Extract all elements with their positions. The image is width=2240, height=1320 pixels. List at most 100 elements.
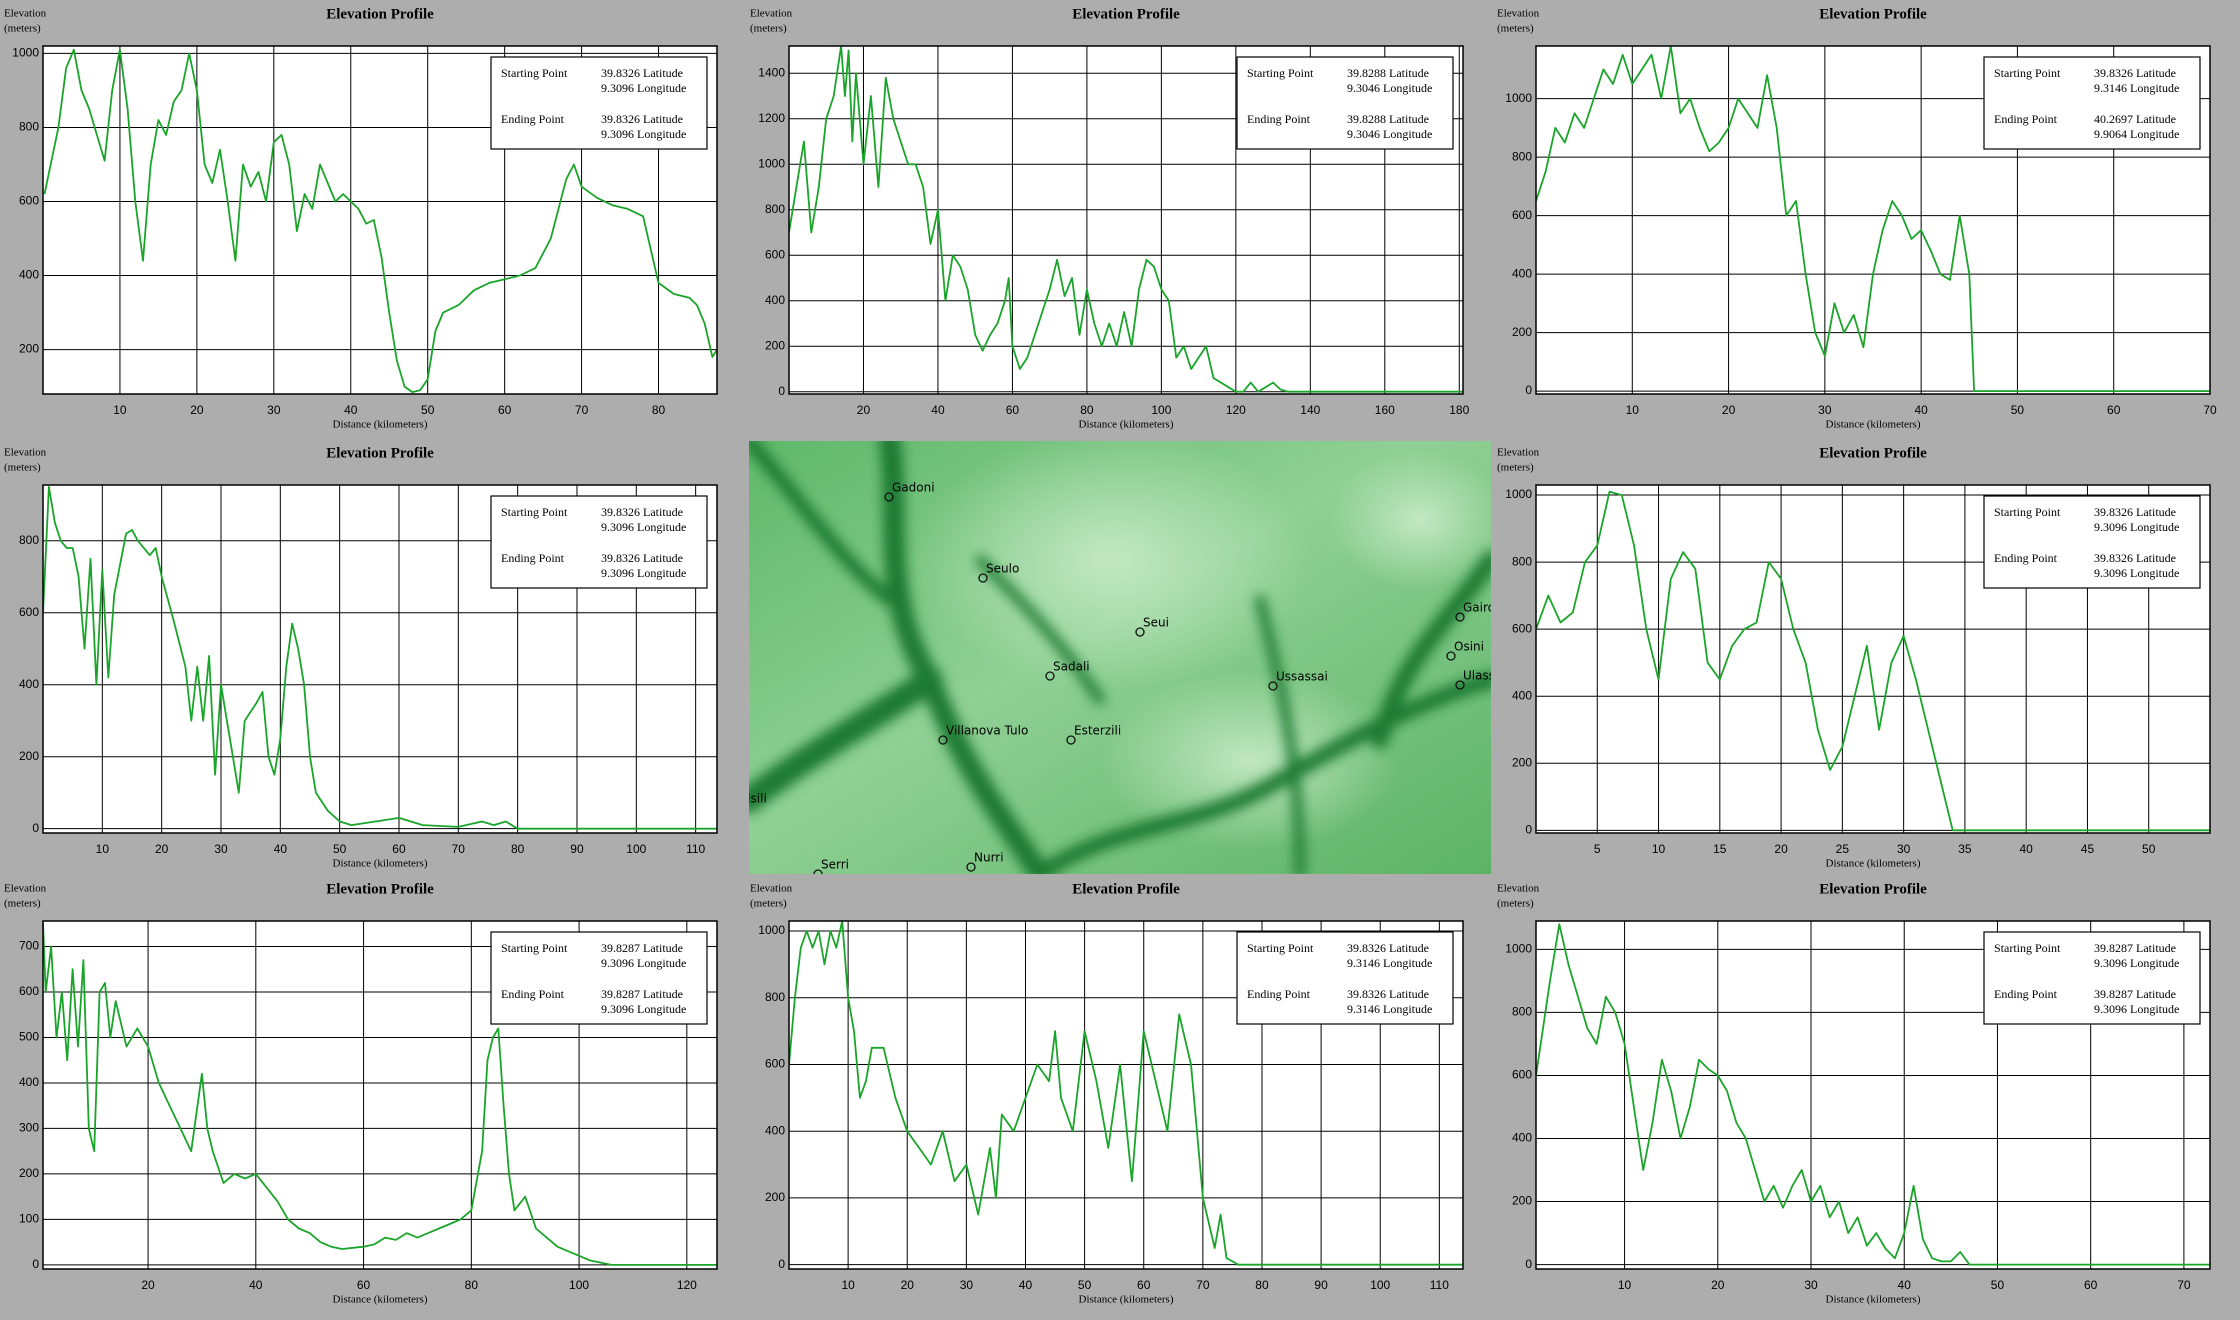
info-box-frame xyxy=(1236,56,1454,150)
plot-border xyxy=(1535,45,2211,395)
y-tick-label: 800 xyxy=(19,533,39,547)
info-longitude: 9.3096 Longitude xyxy=(601,566,686,580)
y-tick-label: 600 xyxy=(765,1057,785,1071)
chart-title: Elevation Profile xyxy=(1819,445,1927,461)
x-tick-label: 20 xyxy=(857,403,871,417)
x-tick-label: 80 xyxy=(1255,1278,1269,1292)
plot-series xyxy=(1536,46,2210,392)
y-tick-label: 1000 xyxy=(758,923,785,937)
y-axis-label: (meters) xyxy=(4,898,41,910)
y-tick-label: 200 xyxy=(19,1166,39,1180)
y-tick-label: 800 xyxy=(765,990,785,1004)
x-axis-label: Distance (kilometers) xyxy=(1826,858,1921,870)
x-axis-label: Distance (kilometers) xyxy=(1826,1294,1921,1306)
x-tick-label: 40 xyxy=(344,403,358,417)
y-axis-label: (meters) xyxy=(750,23,787,35)
x-tick-label: 60 xyxy=(392,842,406,856)
x-tick-label: 90 xyxy=(570,842,584,856)
y-tick-label: 400 xyxy=(1512,688,1532,702)
place-marker xyxy=(1135,627,1145,637)
x-tick-label: 20 xyxy=(1774,842,1788,856)
x-tick-label: 40 xyxy=(1914,403,1928,417)
info-label: Ending Point xyxy=(1994,551,2058,565)
x-tick-label: 45 xyxy=(2081,842,2095,856)
elevation-line xyxy=(1536,923,2210,1266)
chart-title: Elevation Profile xyxy=(326,445,434,461)
x-tick-label: 70 xyxy=(452,842,466,856)
x-tick-label: 100 xyxy=(1151,403,1171,417)
x-tick-label: 30 xyxy=(960,1278,974,1292)
y-tick-label: 0 xyxy=(1525,822,1532,836)
info-latitude: 39.8326 Latitude xyxy=(2094,66,2176,80)
y-tick-label: 0 xyxy=(778,1257,785,1271)
y-tick-label: 800 xyxy=(1512,149,1532,163)
info-latitude: 39.8326 Latitude xyxy=(601,551,683,565)
x-tick-label: 120 xyxy=(677,1278,697,1292)
plot-series xyxy=(1536,923,2210,1266)
y-tick-label: 1000 xyxy=(1505,487,1532,501)
y-tick-label: 400 xyxy=(765,1123,785,1137)
place-marker xyxy=(740,804,748,812)
x-tick-label: 40 xyxy=(2020,842,2034,856)
place-label: Gadoni xyxy=(892,481,935,495)
y-tick-label: 700 xyxy=(19,939,39,953)
place-label: Villanova Tulo xyxy=(946,724,1028,738)
x-tick-label: 10 xyxy=(1618,1278,1632,1292)
info-label: Ending Point xyxy=(1994,112,2058,126)
info-latitude: 39.8326 Latitude xyxy=(1347,987,1429,1001)
info-longitude: 9.3096 Longitude xyxy=(601,956,686,970)
x-tick-label: 100 xyxy=(569,1278,589,1292)
place-marker xyxy=(1066,735,1076,745)
info-longitude: 9.3146 Longitude xyxy=(1347,956,1432,970)
place-marker xyxy=(966,862,976,872)
x-tick-label: 35 xyxy=(1958,842,1972,856)
info-label: Ending Point xyxy=(501,112,565,126)
info-latitude: 39.8288 Latitude xyxy=(1347,112,1429,126)
x-tick-label: 60 xyxy=(1137,1278,1151,1292)
x-tick-label: 10 xyxy=(1652,842,1666,856)
x-axis-label: Distance (kilometers) xyxy=(333,858,428,870)
x-axis-label: Distance (kilometers) xyxy=(1079,1294,1174,1306)
info-label: Ending Point xyxy=(1247,987,1311,1001)
info-latitude: 39.8287 Latitude xyxy=(2094,987,2176,1001)
elevation-line xyxy=(1536,490,2210,832)
plot-series xyxy=(789,921,1463,1266)
elevation-chart: Elevation Profile Elevation (meters) Distan… xyxy=(4,445,718,870)
place-marker xyxy=(1455,612,1465,622)
plot-border xyxy=(788,920,1464,1270)
y-tick-label: 600 xyxy=(19,984,39,998)
info-box-frame xyxy=(490,56,708,150)
y-axis-label: (meters) xyxy=(1497,23,1534,35)
y-tick-label: 1400 xyxy=(758,65,785,79)
x-tick-label: 20 xyxy=(1711,1278,1725,1292)
y-tick-label: 400 xyxy=(19,268,39,282)
y-tick-label: 400 xyxy=(19,1075,39,1089)
info-latitude: 39.8326 Latitude xyxy=(2094,551,2176,565)
y-tick-label: 400 xyxy=(1512,1131,1532,1145)
plot-border xyxy=(1535,920,2211,1270)
x-axis-label: Distance (kilometers) xyxy=(1826,419,1921,431)
x-tick-label: 20 xyxy=(141,1278,155,1292)
x-tick-label: 70 xyxy=(2177,1278,2191,1292)
x-tick-label: 60 xyxy=(2084,1278,2098,1292)
plot-border xyxy=(42,45,718,395)
x-tick-label: 60 xyxy=(498,403,512,417)
info-label: Ending Point xyxy=(501,987,565,1001)
y-tick-label: 1000 xyxy=(758,156,785,170)
x-tick-label: 30 xyxy=(1804,1278,1818,1292)
info-longitude: 9.3096 Longitude xyxy=(601,81,686,95)
y-tick-label: 600 xyxy=(1512,621,1532,635)
x-tick-label: 70 xyxy=(1196,1278,1210,1292)
elevation-chart: Elevation Profile Elevation (meters) Distan… xyxy=(750,6,1470,430)
x-tick-label: 30 xyxy=(1818,403,1832,417)
info-box-frame xyxy=(1983,931,2201,1025)
y-tick-label: 200 xyxy=(1512,755,1532,769)
x-tick-label: 15 xyxy=(1713,842,1727,856)
info-longitude: 9.3096 Longitude xyxy=(2094,1002,2179,1016)
info-longitude: 9.3096 Longitude xyxy=(601,1002,686,1016)
info-longitude: 9.9064 Longitude xyxy=(2094,127,2179,141)
y-tick-label: 400 xyxy=(1512,266,1532,280)
place-label: Osini xyxy=(1454,640,1484,654)
x-axis-label: Distance (kilometers) xyxy=(333,419,428,431)
